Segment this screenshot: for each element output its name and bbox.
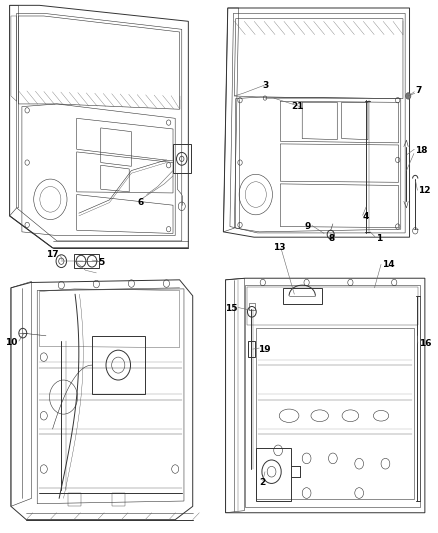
Text: 1: 1 xyxy=(376,234,382,243)
Text: 18: 18 xyxy=(415,146,428,155)
Text: 17: 17 xyxy=(46,250,59,259)
Text: 16: 16 xyxy=(419,340,431,348)
Text: 21: 21 xyxy=(292,102,304,111)
Text: 9: 9 xyxy=(304,222,311,231)
Text: 14: 14 xyxy=(382,261,395,269)
Circle shape xyxy=(406,93,411,99)
Text: 19: 19 xyxy=(258,345,271,353)
Text: 6: 6 xyxy=(137,198,143,207)
Text: 8: 8 xyxy=(329,234,335,243)
Text: 10: 10 xyxy=(5,338,18,346)
Text: 15: 15 xyxy=(225,304,237,312)
Text: 4: 4 xyxy=(363,213,369,221)
Text: 7: 7 xyxy=(415,86,422,95)
Text: 5: 5 xyxy=(99,258,105,266)
Text: 12: 12 xyxy=(418,187,431,195)
Text: 13: 13 xyxy=(273,244,286,252)
Text: 2: 2 xyxy=(260,478,266,487)
Text: 3: 3 xyxy=(263,81,269,90)
